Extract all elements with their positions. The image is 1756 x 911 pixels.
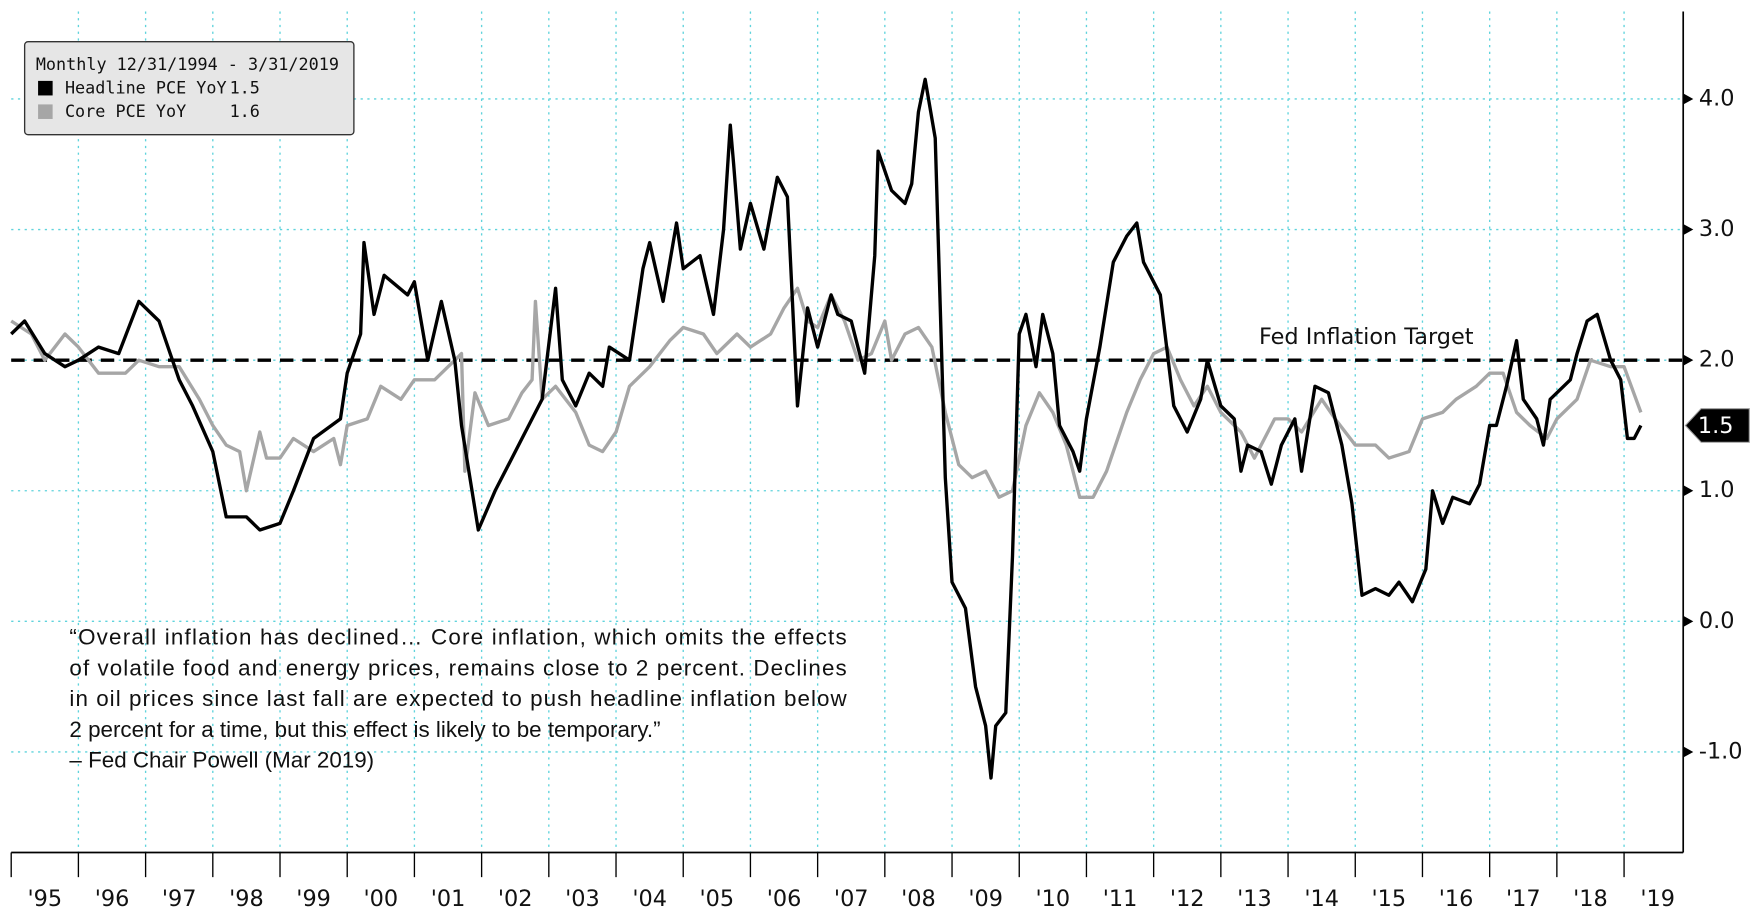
x-tick-label: '07 (834, 886, 869, 911)
last-value-label: 1.5 (1698, 413, 1734, 439)
y-tick (1683, 746, 1694, 758)
legend-swatch (38, 80, 53, 96)
marks: Fed Inflation Target (10, 77, 1684, 780)
legend-box (23, 41, 355, 136)
x-tick-label: '14 (1304, 886, 1339, 911)
y-tick-label: 4.0 (1699, 85, 1735, 111)
y-tick-label: 2.0 (1699, 347, 1735, 373)
series-line (10, 286, 1643, 499)
series-line (10, 77, 1643, 780)
x-tick-label: '01 (431, 886, 466, 911)
quote-line: “Overall inflation has declined… Core in… (69, 625, 846, 650)
legend-swatch (38, 104, 53, 119)
legend-label: Core PCE YoY (65, 101, 186, 121)
x-tick-label: '10 (1036, 886, 1071, 911)
x-tick-label: '09 (968, 886, 1003, 911)
quote-line: of volatile food and energy prices, rema… (69, 655, 846, 680)
y-tick-label: 0.0 (1699, 608, 1735, 634)
legend-title: Monthly 12/31/1994 - 3/31/2019 (36, 54, 339, 74)
y-tick-label: 1.0 (1699, 477, 1735, 503)
x-tick-label: '04 (632, 886, 667, 911)
x-tick-label: '17 (1506, 886, 1541, 911)
x-tick-label: '96 (95, 886, 130, 911)
quote: “Overall inflation has declined… Core in… (69, 625, 847, 773)
x-tick-label: '12 (1170, 886, 1205, 911)
x-tick-label: '99 (296, 886, 331, 911)
x-tick-label: '08 (901, 886, 936, 911)
axes: -1.0 0.0 1.0 2.0 3.0 4.0 '95 '96 '97 '98 '99 '00 '01… (10, 11, 1750, 911)
quote-line: in oil prices since last fall are expect… (69, 686, 847, 711)
x-tick-label: '18 (1573, 886, 1608, 911)
x-tick-label: '05 (700, 886, 735, 911)
x-tick-label: '13 (1237, 886, 1272, 911)
x-tick-label: '00 (364, 886, 399, 911)
x-tick-label: '03 (565, 886, 600, 911)
y-tick (1683, 615, 1694, 627)
y-tick (1683, 485, 1694, 497)
quote-line: – Fed Chair Powell (Mar 2019) (69, 748, 374, 773)
y-tick-label: 3.0 (1699, 216, 1735, 242)
x-tick-label: '16 (1439, 886, 1474, 911)
legend-value: 1.6 (230, 101, 260, 121)
x-tick-label: '02 (498, 886, 533, 911)
legend-label: Headline PCE YoY (65, 78, 227, 98)
target-label: Fed Inflation Target (1259, 324, 1474, 350)
y-tick (1683, 223, 1694, 236)
y-tick (1683, 354, 1694, 366)
legend-value: 1.5 (230, 78, 260, 98)
x-tick-label: '11 (1103, 886, 1138, 911)
quote-line: 2 percent for a time, but this effect is… (69, 717, 660, 742)
last-value-tag (1684, 408, 1750, 443)
x-tick-label: '06 (767, 886, 802, 911)
x-tick-label: '98 (229, 886, 264, 911)
y-tick-label: -1.0 (1699, 738, 1743, 764)
legend: Monthly 12/31/1994 - 3/31/2019 Headline … (23, 41, 355, 136)
y-tick (1683, 93, 1694, 105)
x-tick-label: '15 (1372, 886, 1407, 911)
x-tick-label: '95 (27, 886, 62, 911)
x-tick-label: '19 (1640, 886, 1675, 911)
grid (11, 11, 1684, 853)
x-tick-label: '97 (162, 886, 197, 911)
